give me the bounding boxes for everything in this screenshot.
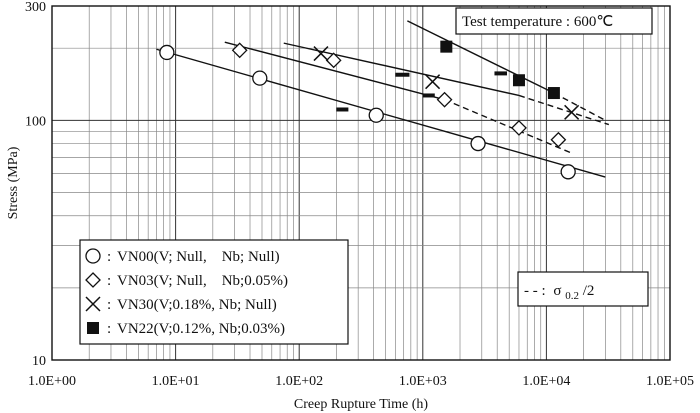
legend-cross-marker bbox=[85, 296, 101, 312]
legend-colon: : bbox=[107, 249, 111, 265]
diamond-data-point bbox=[325, 52, 342, 69]
sigma-half-legend: - - : σ 0.2 /2 bbox=[524, 283, 594, 303]
x-axis-title: Creep Rupture Time (h) bbox=[294, 397, 428, 412]
legend-entry-label: VN30(V;0.18%, Nb; Null) bbox=[117, 297, 277, 313]
y-tick-label: 10 bbox=[32, 354, 46, 369]
y-tick-label: 300 bbox=[25, 0, 46, 15]
legend: : VN00(V; Null, Nb; Null): VN03(V; Null, N… bbox=[79, 239, 349, 345]
y-axis-title: Stress (MPa) bbox=[6, 146, 21, 219]
square-data-point bbox=[440, 40, 453, 53]
fit-line-dashed bbox=[518, 94, 610, 126]
legend-entry-label: VN22(V;0.12%, Nb;0.03%) bbox=[117, 321, 285, 337]
sigma-half-prefix: - - : bbox=[524, 283, 546, 299]
fit-line bbox=[407, 20, 555, 94]
data-markers bbox=[159, 40, 580, 180]
circle-data-point bbox=[252, 70, 268, 86]
cross-data-point bbox=[564, 104, 580, 120]
legend-circle-marker bbox=[85, 248, 101, 264]
legend-box bbox=[79, 239, 349, 345]
x-tick-label: 1.0E+05 bbox=[646, 374, 694, 389]
fit-line-dashed bbox=[444, 99, 572, 154]
square-data-point bbox=[547, 87, 560, 100]
y-tick-label: 100 bbox=[25, 114, 46, 129]
x-tick-label: 1.0E+01 bbox=[152, 374, 200, 389]
diamond-data-point bbox=[550, 131, 567, 148]
plot-frame bbox=[51, 5, 671, 361]
legend-diamond-marker bbox=[85, 272, 101, 288]
x-tick-label: 1.0E+04 bbox=[522, 374, 570, 389]
fit-line bbox=[224, 41, 445, 101]
sigma-subscript: 0.2 bbox=[565, 290, 579, 302]
x-tick-label: 1.0E+00 bbox=[28, 374, 76, 389]
diamond-data-point bbox=[231, 42, 248, 59]
diamond-data-point bbox=[436, 91, 453, 108]
circle-data-point bbox=[560, 164, 576, 180]
test-temperature-label: Test temperature : 600℃ bbox=[462, 14, 613, 30]
dash-legend-box: - - : σ 0.2 /2 bbox=[517, 271, 649, 307]
annotation-box: Test temperature : 600℃ bbox=[455, 7, 653, 35]
legend-entry-label: VN03(V; Null, Nb;0.05%) bbox=[117, 273, 288, 289]
circle-data-point bbox=[368, 107, 384, 123]
x-tick-label: 1.0E+02 bbox=[275, 374, 323, 389]
sigma-half-suffix: /2 bbox=[583, 283, 595, 299]
fit-line-dashed bbox=[553, 92, 606, 121]
cross-data-point bbox=[425, 74, 441, 90]
x-tick-label: 1.0E+03 bbox=[399, 374, 447, 389]
square-data-point bbox=[512, 74, 525, 87]
diamond-data-point bbox=[511, 119, 527, 136]
legend-colon: : bbox=[107, 321, 111, 337]
circle-data-point bbox=[470, 135, 486, 152]
legend-colon: : bbox=[107, 297, 111, 313]
cross-data-point bbox=[313, 46, 329, 62]
sigma-symbol: σ bbox=[553, 283, 561, 299]
tick-labels: 1.0E+00 1.0E+01 1.0E+02 1.0E+03 1.0E+04 1.0E+… bbox=[25, 0, 694, 389]
legend-entry-label: VN00(V; Null, Nb; Null) bbox=[117, 249, 280, 265]
legend-colon: : bbox=[107, 273, 111, 289]
circle-data-point bbox=[159, 44, 175, 61]
legend-square-marker bbox=[87, 322, 99, 334]
